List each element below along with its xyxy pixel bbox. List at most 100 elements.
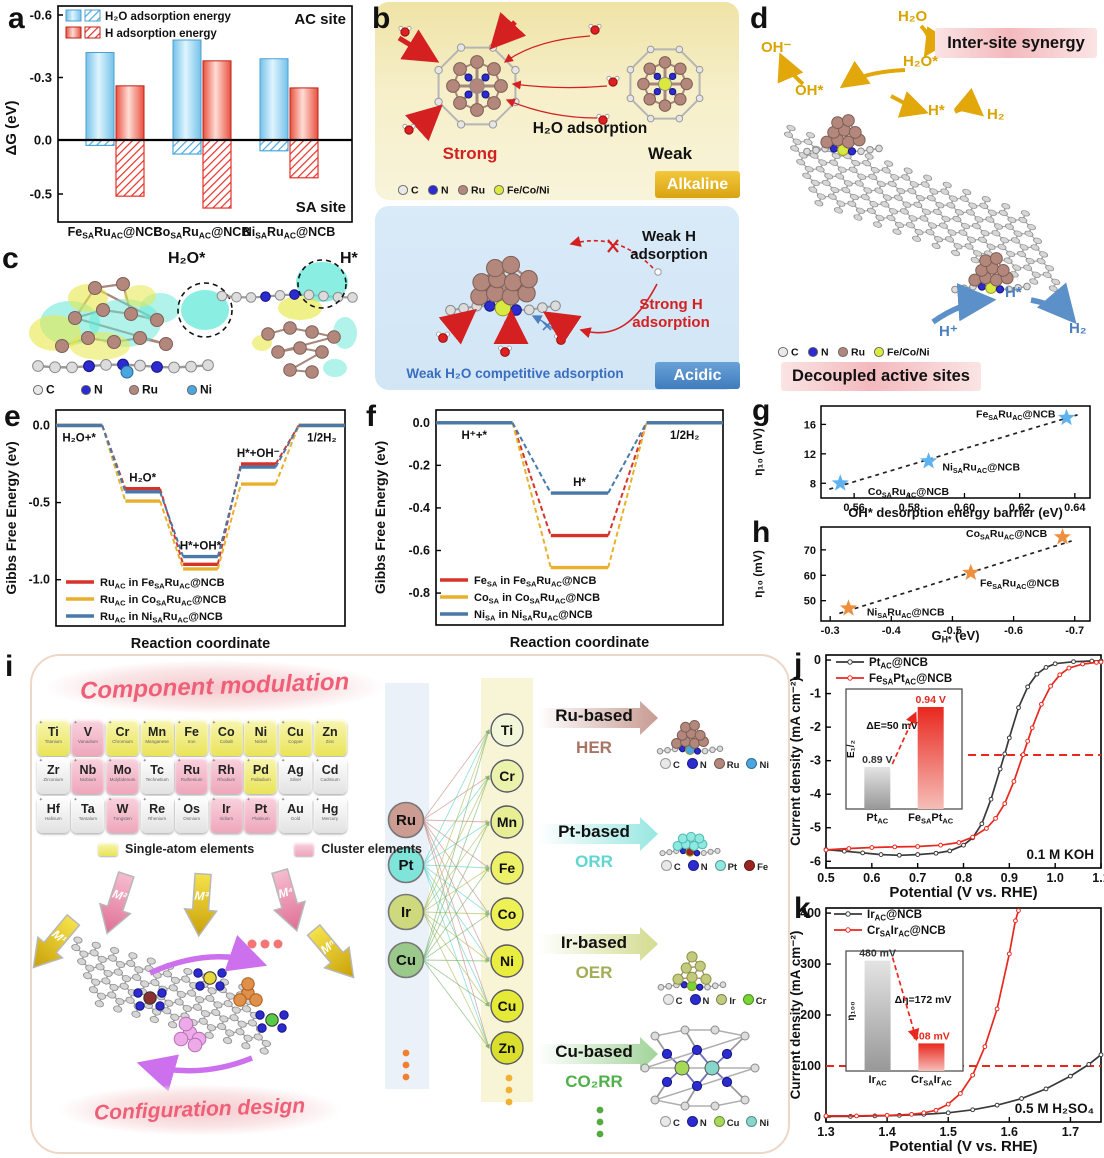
svg-text:-0.6: -0.6 bbox=[1004, 625, 1023, 637]
svg-text:-4: -4 bbox=[810, 787, 821, 801]
element-tile-zr: ✦ Zr Zirconium bbox=[36, 757, 70, 795]
element-symbol: Ta bbox=[81, 801, 95, 816]
svg-text:CoSA in CoSARuAC@NCB: CoSA in CoSARuAC@NCB bbox=[474, 592, 600, 606]
panel-b-canvas: C N Ru Fe/Co/Ni bbox=[397, 12, 704, 357]
panel-label-d: d bbox=[750, 2, 769, 35]
element-tile-fe: ✦ Fe Iron bbox=[175, 718, 209, 756]
svg-text:0.0: 0.0 bbox=[33, 418, 50, 432]
svg-text:H adsorption energy: H adsorption energy bbox=[105, 28, 217, 40]
svg-text:Gibbs Free Energy (ev): Gibbs Free Energy (ev) bbox=[372, 441, 388, 594]
svg-text:PtAC: PtAC bbox=[866, 812, 888, 826]
panel-a-canvas: -0.6 -0.3 0.0 -0.5 ΔG (eV) H₂O adsorption ene… bbox=[3, 5, 353, 241]
svg-text:Co: Co bbox=[498, 906, 517, 922]
element-symbol: Hf bbox=[46, 801, 60, 816]
element-tile-w: ✦ W Tungsten bbox=[105, 795, 139, 833]
element-name: Chromium bbox=[112, 738, 133, 744]
element-tile-pt: ✦ Pt Platinum bbox=[244, 795, 278, 833]
element-symbol: Rh bbox=[217, 763, 235, 778]
svg-text:-0.4: -0.4 bbox=[408, 501, 430, 515]
svg-text:H*+OH*: H*+OH* bbox=[180, 541, 222, 553]
svg-text:M⁴: M⁴ bbox=[277, 883, 295, 901]
panel-j: 0.5 0.6 0.7 0.8 0.9 1.0 1.1 0 -1 -2 -3 -4 -5 -6 Potent… bbox=[788, 650, 1104, 901]
atom-icon: ✦ bbox=[280, 719, 286, 726]
svg-text:C: C bbox=[791, 347, 799, 359]
branch-title-her: Ru-based bbox=[555, 706, 633, 725]
branch-reaction-oer: OER bbox=[575, 963, 613, 982]
svg-text:Gibbs Free Energy (ev): Gibbs Free Energy (ev) bbox=[3, 441, 19, 594]
svg-text:0.64: 0.64 bbox=[1064, 502, 1086, 514]
svg-text:1.6: 1.6 bbox=[1001, 1125, 1018, 1139]
svg-text:RuAC in FeSARuAC@NCB: RuAC in FeSARuAC@NCB bbox=[100, 577, 225, 591]
element-tile-v: ✦ V Vanadium bbox=[71, 718, 105, 756]
periodic-table-legend: Single-atom elements Cluster elements bbox=[98, 842, 462, 856]
svg-text:0.58: 0.58 bbox=[899, 502, 920, 514]
h-plus-label: H⁺ bbox=[939, 323, 958, 340]
legend-item: N bbox=[686, 1116, 707, 1129]
atom-dot bbox=[713, 758, 725, 769]
legend-item: Fe bbox=[744, 860, 768, 873]
panel-k: 1.3 1.4 1.5 1.6 1.7 0 100 200 300 400 Potential (V… bbox=[788, 898, 1104, 1158]
svg-text:50: 50 bbox=[804, 596, 816, 608]
element-name: Zinc bbox=[325, 738, 335, 744]
element-tile-ta: ✦ Ta Tantalum bbox=[71, 795, 105, 833]
element-symbol: Zr bbox=[47, 763, 60, 778]
oh-minus-label: OH⁻ bbox=[761, 39, 792, 56]
svg-text:CrSAIrAC@NCB: CrSAIrAC@NCB bbox=[867, 925, 946, 939]
weak-h2o-caption: Weak H₂O competitive adsorption bbox=[406, 366, 624, 381]
svg-text:-0.5: -0.5 bbox=[28, 496, 50, 510]
svg-text:PtAC@NCB: PtAC@NCB bbox=[869, 657, 928, 671]
element-symbol: Co bbox=[217, 724, 235, 739]
svg-text:NiSARuAC@NCB: NiSARuAC@NCB bbox=[867, 607, 945, 621]
atom-icon: ✦ bbox=[246, 719, 251, 726]
svg-text:CrSAIrAC: CrSAIrAC bbox=[911, 1074, 952, 1088]
atom-dot bbox=[686, 1116, 698, 1127]
panel-e: 0.0 -0.5 -1.0 Gibbs Free Energy (ev) Reactio… bbox=[0, 398, 362, 652]
periodic-row: ✦ Ti Titanium ✦ V Vanadium ✦ Cr Chromium ✦ … bbox=[36, 718, 347, 757]
molecule-legend-her: C N Ru Ni bbox=[642, 758, 787, 771]
strong-label: Strong bbox=[442, 144, 498, 163]
branch-title-orr: Pt-based bbox=[558, 822, 630, 841]
svg-text:70: 70 bbox=[804, 545, 816, 557]
oh-ads-label: OH* bbox=[795, 82, 824, 99]
h-ads-gold-label: H* bbox=[928, 102, 945, 119]
atom-dot bbox=[662, 994, 674, 1005]
element-tile-os: ✦ Os Osmium bbox=[175, 795, 209, 833]
svg-text:Pt: Pt bbox=[399, 857, 414, 874]
element-name: Iridium bbox=[219, 815, 234, 821]
element-symbol: Tc bbox=[150, 763, 164, 778]
panel-e-canvas: 0.0 -0.5 -1.0 Gibbs Free Energy (ev) Reactio… bbox=[3, 409, 346, 652]
atom-icon: ✦ bbox=[177, 796, 182, 803]
element-name: Silver bbox=[289, 777, 302, 783]
atom-dot bbox=[686, 758, 698, 769]
legend-item: C bbox=[660, 1116, 680, 1129]
svg-text:400: 400 bbox=[800, 906, 821, 920]
svg-text:1.5: 1.5 bbox=[940, 1125, 957, 1139]
svg-text:200: 200 bbox=[800, 1008, 821, 1022]
panel-k-canvas: 1.3 1.4 1.5 1.6 1.7 0 100 200 300 400 Potential (V… bbox=[788, 906, 1104, 1155]
svg-text:-1: -1 bbox=[810, 687, 821, 701]
element-name: Platinum bbox=[252, 815, 270, 821]
element-name: Cadmium bbox=[320, 777, 340, 783]
element-symbol: Mo bbox=[113, 763, 132, 778]
svg-text:Potential (V vs. RHE): Potential (V vs. RHE) bbox=[889, 884, 1037, 901]
periodic-row: ✦ Zr Zirconium ✦ Nb Niobium ✦ Mo Molybdenu… bbox=[36, 757, 347, 796]
svg-text:0.5 M H₂SO₄: 0.5 M H₂SO₄ bbox=[1015, 1101, 1094, 1116]
element-tile-tc: ✦ Tc Technetium bbox=[140, 757, 174, 795]
legend-item: C bbox=[660, 860, 681, 873]
element-symbol: Hg bbox=[321, 801, 339, 816]
atom-dot bbox=[689, 994, 701, 1005]
svg-text:Zn: Zn bbox=[498, 1040, 515, 1056]
h2-blue-label: H₂ bbox=[1069, 320, 1087, 337]
element-tile-cu: ✦ Cu Copper bbox=[278, 718, 312, 756]
svg-text:Ru: Ru bbox=[471, 185, 485, 197]
legend-swatch-cl bbox=[294, 842, 315, 856]
element-symbol: Zn bbox=[322, 724, 338, 739]
element-tile-hf: ✦ Hf Hafnium bbox=[36, 795, 70, 833]
legend-item: Ir bbox=[716, 994, 736, 1007]
element-tile-nb: ✦ Nb Niobium bbox=[71, 757, 105, 795]
svg-text:-2: -2 bbox=[810, 720, 821, 734]
component-modulation-text: Component modulation bbox=[79, 668, 351, 705]
element-name: Ruthenium bbox=[180, 777, 203, 783]
atom-icon: ✦ bbox=[246, 796, 251, 803]
branch-title-co₂rr: Cu-based bbox=[555, 1042, 633, 1061]
